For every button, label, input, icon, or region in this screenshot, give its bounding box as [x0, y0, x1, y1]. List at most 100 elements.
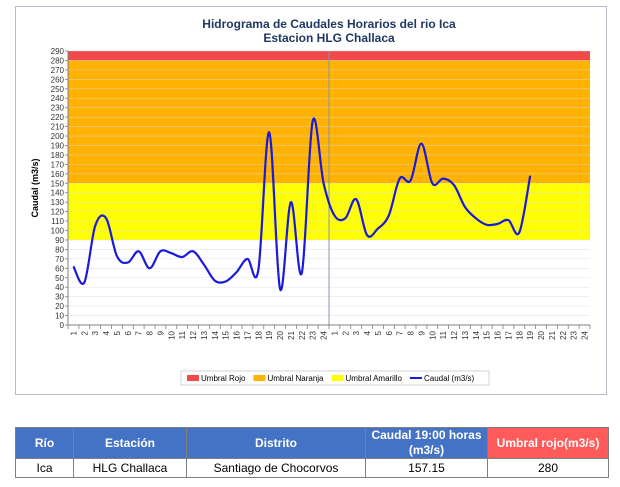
x-tick-label: 4 [102, 330, 111, 335]
x-tick-label: 20 [537, 330, 546, 339]
y-tick-label: 160 [51, 170, 65, 179]
x-tick-label: 20 [276, 330, 285, 339]
x-tick-label: 14 [211, 330, 220, 339]
legend-label-umbral-amarillo: Umbral Amarillo [346, 374, 403, 383]
data-point [301, 272, 303, 274]
data-point [159, 250, 161, 252]
x-tick-label: 10 [167, 330, 176, 339]
header-estacion: Estación [73, 427, 187, 459]
data-point [399, 178, 401, 180]
x-tick-label: 19 [526, 330, 535, 339]
data-point [116, 255, 118, 257]
cell-umbral-rojo: 280 [487, 458, 609, 478]
chart-frame: Hidrograma de Caudales Horarios del rio … [15, 6, 607, 395]
y-tick-label: 70 [55, 255, 64, 264]
data-point [377, 228, 379, 230]
y-tick-label: 130 [51, 198, 65, 207]
y-tick-label: 10 [55, 312, 64, 321]
data-point [170, 252, 172, 254]
header-rio: Río [15, 427, 74, 459]
x-tick-label: 14 [472, 330, 481, 339]
header-umbral-rojo: Umbral rojo(m3/s) [487, 427, 609, 459]
data-point [83, 281, 85, 283]
x-tick-label: 6 [124, 330, 133, 335]
data-point [181, 256, 183, 258]
hydrograph-chart: Hidrograma de Caudales Horarios del rio … [30, 17, 591, 386]
y-tick-label: 60 [55, 264, 64, 273]
x-tick-label: 10 [428, 330, 437, 339]
y-tick-label: 280 [51, 56, 65, 65]
x-tick-label: 1 [69, 330, 78, 335]
data-point [279, 288, 281, 290]
y-tick-label: 230 [51, 104, 65, 113]
x-tick-label: 1 [330, 330, 339, 335]
x-tick-label: 17 [504, 330, 513, 339]
x-tick-label: 7 [396, 330, 405, 335]
y-tick-label: 50 [55, 274, 64, 283]
x-tick-label: 22 [559, 330, 568, 339]
x-tick-label: 2 [80, 330, 89, 335]
x-tick-label: 5 [113, 330, 122, 335]
data-point [312, 120, 314, 122]
station-info-table: Río Estación Distrito Caudal 19:00 horas… [15, 427, 609, 478]
legend-swatch-umbral-naranja [253, 375, 266, 381]
y-tick-label: 200 [51, 132, 65, 141]
data-point [192, 250, 194, 252]
y-tick-label: 140 [51, 189, 65, 198]
series-line-caudal [72, 117, 532, 291]
header-caudal: Caudal 19:00 horas (m3/s) [365, 427, 488, 459]
data-point [475, 217, 477, 219]
y-tick-label: 290 [51, 47, 65, 56]
x-tick-label: 11 [178, 330, 187, 339]
data-point [105, 217, 107, 219]
x-tick-label: 9 [156, 330, 165, 335]
data-point [236, 271, 238, 273]
x-tick-label: 11 [439, 330, 448, 339]
data-point [257, 269, 259, 271]
y-tick-label: 90 [55, 236, 64, 245]
y-tick-label: 270 [51, 66, 65, 75]
data-point [203, 264, 205, 266]
x-tick-label: 17 [243, 330, 252, 339]
y-tick-label: 180 [51, 151, 65, 160]
legend-swatch-umbral-rojo [187, 375, 199, 381]
data-point [464, 206, 466, 208]
x-tick-label: 7 [135, 330, 144, 335]
x-tick-label: 3 [352, 330, 361, 335]
table-row: Ica HLG Challaca Santiago de Chocorvos 1… [15, 458, 609, 478]
legend-label-caudal-m3-s: Caudal (m3/s) [424, 374, 475, 383]
y-tick-label: 0 [60, 321, 65, 330]
data-point [497, 223, 499, 225]
x-tick-label: 9 [417, 330, 426, 335]
legend-label-umbral-rojo: Umbral Rojo [201, 374, 246, 383]
data-point [366, 234, 368, 236]
x-tick-label: 23 [309, 330, 318, 339]
data-point [127, 262, 129, 264]
x-tick-label: 13 [461, 330, 470, 339]
x-tick-label: 15 [222, 330, 231, 339]
data-point [333, 214, 335, 216]
y-tick-label: 260 [51, 75, 65, 84]
legend-swatch-umbral-amarillo [331, 375, 344, 381]
data-point [149, 267, 151, 269]
x-tick-label: 21 [548, 330, 557, 339]
data-point [323, 182, 325, 184]
x-tick-label: 5 [374, 330, 383, 335]
data-point [507, 219, 509, 221]
table-header-row: Río Estación Distrito Caudal 19:00 horas… [15, 427, 609, 459]
cell-distrito: Santiago de Chocorvos [186, 458, 366, 478]
data-point [138, 250, 140, 252]
legend-label-umbral-naranja: Umbral Naranja [267, 374, 324, 383]
data-point [344, 217, 346, 219]
y-tick-label: 220 [51, 113, 65, 122]
data-point [290, 201, 292, 203]
y-tick-label: 210 [51, 123, 65, 132]
y-tick-label: 80 [55, 245, 64, 254]
y-tick-label: 240 [51, 94, 65, 103]
data-point [388, 214, 390, 216]
y-tick-label: 120 [51, 208, 65, 217]
data-point [246, 258, 248, 260]
x-tick-label: 8 [146, 330, 155, 335]
x-tick-label: 16 [494, 330, 503, 339]
data-point [486, 224, 488, 226]
